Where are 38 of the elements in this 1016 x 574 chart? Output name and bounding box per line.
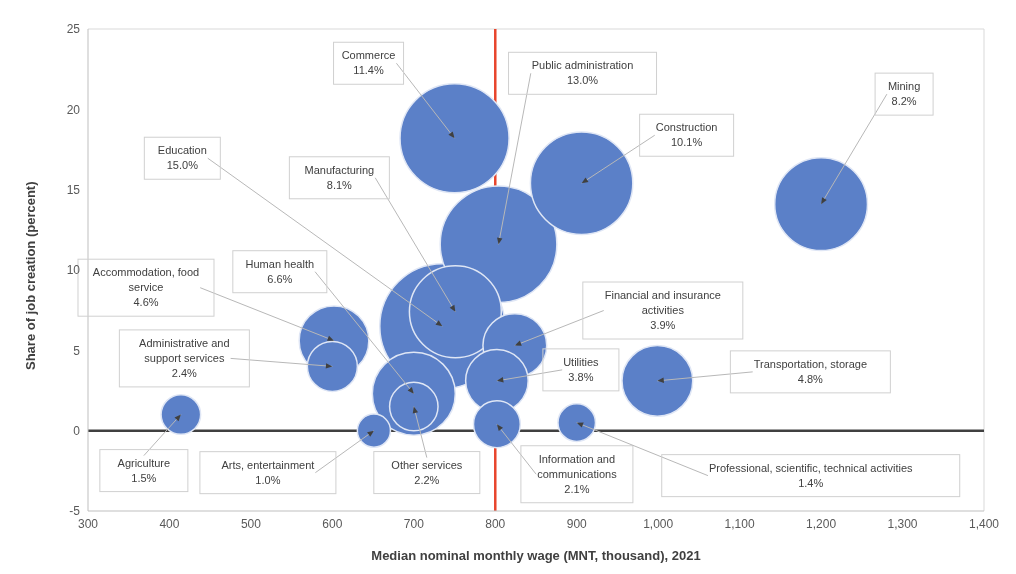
x-tick-label: 900 [566,516,588,531]
annotation: Commerce 11.4% [341,49,396,77]
y-tick-label: 25 [66,22,81,37]
annotation: Mining 8.2% [887,80,921,108]
x-tick-label: 1,100 [724,516,755,531]
annotation: Utilities 3.8% [563,355,600,383]
x-tick-label: 800 [485,516,506,531]
x-tick-label: 1,400 [968,516,1000,531]
annotation: Education 15.0% [157,144,207,172]
annotation: Manufacturing 8.1% [304,163,375,191]
x-tick-label: 700 [403,516,425,531]
annotation: Agriculture 1.5% [117,456,171,484]
annotation: Public administration 13.0% [531,59,634,87]
x-tick-label: 500 [240,516,262,531]
annotation: Professional, scientific, technical activities 1.4% [708,461,914,489]
y-axis-title: Share of job creation (percent) [22,181,38,370]
x-tick-label: 1,300 [887,516,918,531]
annotation: Financial and insurance activities 3.9% [604,289,721,332]
annotation: Accommodation, food service 4.6% [92,266,200,309]
y-tick-label: 10 [66,263,81,278]
annotation: Human health 6.6% [245,257,315,285]
y-tick-label: 15 [66,182,81,197]
annotation: Construction 10.1% [655,121,718,149]
annotation: Transportation, storage 4.8% [753,357,868,385]
x-tick-label: 600 [322,516,343,531]
y-tick-label: 0 [73,423,81,438]
x-tick-label: 1,000 [643,516,674,531]
y-tick-label: -5 [69,504,81,519]
x-axis-title: Median nominal monthly wage (MNT, thousand), 2021 [371,548,701,563]
annotation: Arts, entertainment 1.0% [221,458,315,486]
x-tick-label: 300 [77,516,99,531]
x-tick-label: 1,200 [806,516,837,531]
annotation: Administrative and support services 2.4% [139,336,230,379]
y-tick-label: 5 [73,343,81,358]
x-tick-label: 400 [159,516,180,531]
annotation: Other services 2.2% [391,458,463,486]
annotation: Information and communications 2.1% [537,452,618,495]
y-tick-label: 20 [66,102,81,117]
